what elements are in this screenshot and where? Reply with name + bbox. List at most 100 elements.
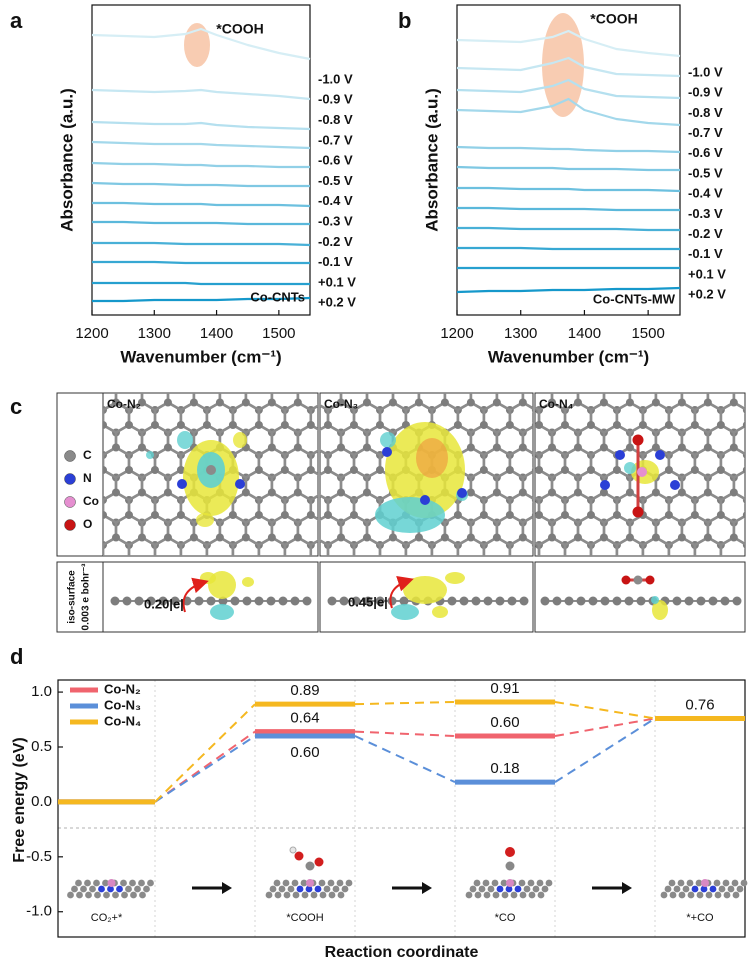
- atom: [267, 533, 276, 542]
- atom: [176, 511, 185, 519]
- atom: [320, 564, 328, 572]
- plot-frame: [91, 4, 311, 316]
- atom: [111, 488, 120, 497]
- atom: [241, 533, 250, 542]
- bond-ring: [732, 514, 745, 546]
- atom: [678, 564, 686, 572]
- density-blob: [432, 606, 448, 618]
- spectrum-line: [456, 97, 681, 127]
- atom: [280, 511, 289, 519]
- atom: [703, 533, 712, 542]
- atom: [571, 564, 579, 572]
- lattice: [535, 354, 745, 572]
- atom: [684, 596, 694, 606]
- atom: [76, 891, 83, 899]
- atom: [690, 466, 699, 474]
- atom: [75, 879, 82, 887]
- atom: [718, 885, 726, 893]
- atom: [740, 879, 748, 887]
- atom: [336, 488, 345, 497]
- density-blob: [233, 432, 247, 448]
- atom: [552, 596, 562, 606]
- atom: [346, 354, 354, 362]
- atom: [558, 376, 566, 384]
- bond-ring: [537, 536, 567, 556]
- panel-label: a: [10, 8, 23, 33]
- atom: [310, 891, 318, 899]
- atom: [332, 885, 340, 893]
- atom: [547, 398, 556, 407]
- bond-ring: [103, 408, 105, 427]
- atom: [84, 879, 91, 887]
- atom: [652, 384, 660, 392]
- atom: [716, 421, 725, 429]
- atom: [701, 879, 709, 887]
- atom: [632, 506, 644, 518]
- atom: [306, 511, 315, 519]
- atom: [518, 398, 527, 407]
- bond-ring: [521, 470, 533, 500]
- atom: [290, 596, 300, 606]
- atom: [677, 443, 686, 452]
- atom: [441, 384, 449, 392]
- bond-ring: [103, 536, 131, 556]
- atom: [94, 891, 101, 899]
- density-blob: [651, 596, 659, 604]
- atom: [655, 450, 665, 460]
- atom: [314, 885, 322, 893]
- atom: [624, 596, 634, 606]
- atom: [501, 891, 509, 899]
- bond-ring: [231, 536, 261, 556]
- atom: [506, 879, 514, 887]
- atom: [600, 480, 610, 490]
- series-label: -1.0 V: [318, 71, 353, 86]
- density-blob: [242, 577, 254, 587]
- atom: [306, 879, 314, 887]
- atom: [71, 885, 78, 893]
- atom: [536, 879, 544, 887]
- atom: [703, 488, 712, 497]
- atom: [73, 421, 81, 429]
- atom: [267, 443, 276, 452]
- density-blob: [380, 432, 396, 448]
- x-tick-label: 1300: [504, 325, 537, 342]
- density-blob: [624, 462, 636, 474]
- density-blob: [196, 513, 214, 527]
- panel-label: b: [398, 8, 411, 33]
- atom: [496, 885, 504, 893]
- atom: [678, 354, 686, 362]
- series-label: -1.0 V: [688, 64, 723, 79]
- atom: [531, 467, 533, 473]
- connector: [554, 700, 656, 720]
- atom: [86, 384, 94, 392]
- atom: [705, 891, 713, 899]
- atom: [389, 354, 397, 362]
- atom: [561, 376, 569, 384]
- atom: [587, 376, 595, 384]
- atom: [487, 885, 495, 893]
- spectrum-line: [456, 286, 681, 294]
- atom: [111, 533, 120, 542]
- bond-ring: [311, 358, 337, 388]
- atom: [294, 851, 304, 861]
- atom: [176, 466, 185, 474]
- step-arrow-head: [222, 882, 232, 894]
- atom: [545, 384, 553, 392]
- density-blob: [391, 604, 419, 620]
- atom: [645, 575, 655, 585]
- bond-ring: [508, 536, 533, 556]
- atom: [615, 450, 625, 460]
- value-label: 0.60: [490, 714, 519, 731]
- atom: [363, 596, 373, 606]
- atom: [700, 885, 708, 893]
- atom: [466, 533, 475, 542]
- legend-label: C: [83, 448, 92, 462]
- atom: [242, 564, 250, 572]
- atom: [129, 879, 136, 887]
- atom: [112, 564, 120, 572]
- bond-ring: [179, 536, 209, 556]
- atom: [664, 466, 673, 474]
- atom: [528, 891, 536, 899]
- connector: [554, 717, 656, 737]
- atom: [266, 596, 276, 606]
